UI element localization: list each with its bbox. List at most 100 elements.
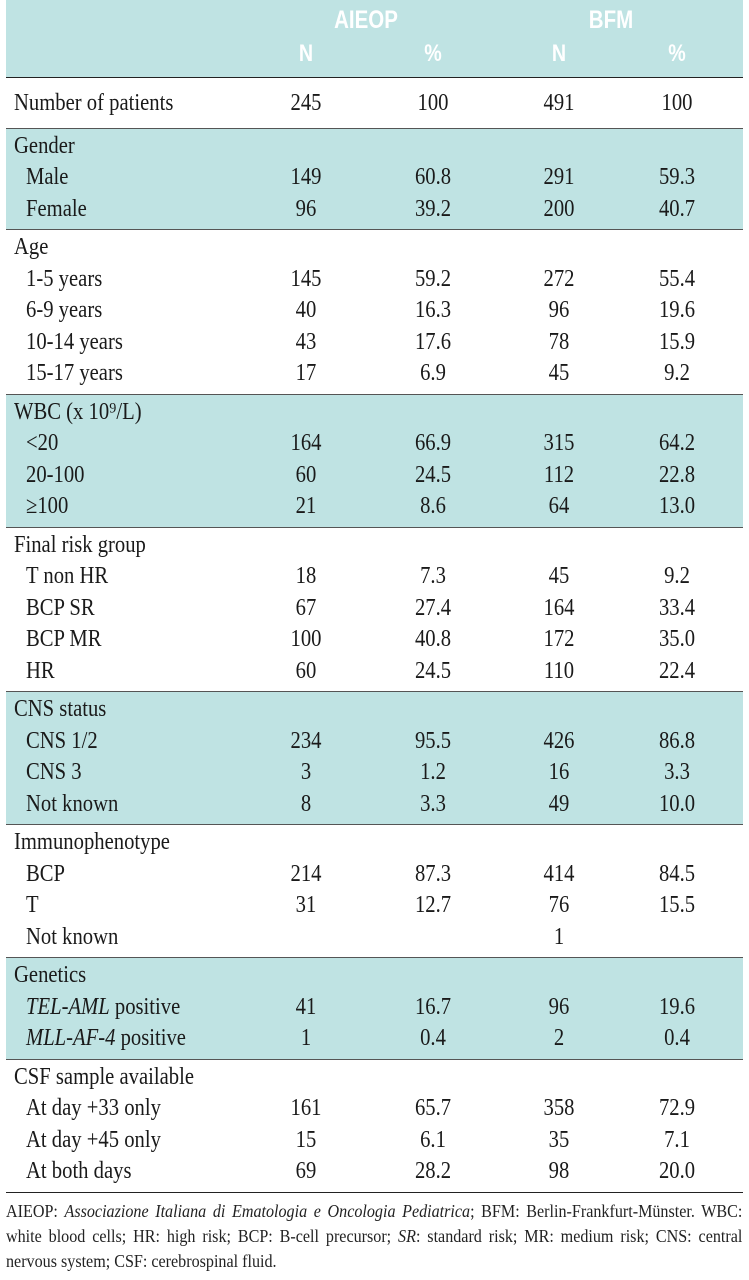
- section-title: CNS status: [14, 696, 107, 722]
- cell-bfm-pct: 9.2: [664, 360, 690, 386]
- row-label: 15-17 years: [26, 360, 123, 386]
- table-row: At both days 69 28.2 98 20.0: [6, 1156, 743, 1188]
- row-label-text: positive: [109, 993, 181, 1020]
- cell-aieop-pct: 0.4: [420, 1025, 446, 1051]
- row-label: Not known: [26, 790, 119, 817]
- cell-bfm-n: 110: [543, 657, 575, 684]
- footnote-part: : standard risk; MR: medium risk; CNS: c…: [6, 1226, 743, 1271]
- table-row: T 31 12.7 76 15.5: [6, 890, 743, 922]
- cell-aieop-n: 161: [290, 1095, 322, 1121]
- cell-aieop-pct: 24.5: [414, 461, 452, 488]
- cell-aieop-n: 96: [295, 195, 317, 222]
- table-footnote: AIEOP: Associazione Italiana di Ematolog…: [6, 1199, 743, 1274]
- section-title-row: Final risk group: [6, 530, 743, 562]
- cell-bfm-n: 112: [543, 461, 575, 488]
- table-row: BCP MR 100 40.8 172 35.0: [6, 624, 743, 656]
- col-header-aieop-pct: %: [424, 40, 442, 67]
- section-title-row: WBC (x 10⁹/L): [6, 397, 743, 429]
- cell-bfm-pct: 86.8: [658, 727, 696, 754]
- cell-bfm-n: 272: [543, 265, 575, 292]
- cell-bfm-n: 491: [543, 90, 575, 116]
- cell-aieop-n: 21: [295, 493, 317, 519]
- cell-aieop-pct: 3.3: [420, 790, 446, 817]
- cell-bfm-pct: 3.3: [664, 759, 690, 785]
- table-row: At day +33 only 161 65.7 358 72.9: [6, 1093, 743, 1125]
- cell-aieop-n: 31: [295, 892, 317, 918]
- section-title: Genetics: [14, 962, 87, 988]
- cell-bfm-pct: 22.8: [658, 461, 696, 488]
- cell-bfm-pct: 19.6: [658, 993, 696, 1020]
- table-row: 1-5 years 145 59.2 272 55.4: [6, 264, 743, 296]
- cell-aieop-n: 43: [295, 328, 317, 355]
- cell-aieop-pct: 60.8: [414, 164, 452, 190]
- row-label: CNS 3: [26, 759, 82, 785]
- table-row: MLL-AF-4 positive 1 0.4 2 0.4: [6, 1023, 743, 1055]
- table-section: Gender Male 149 60.8 291 59.3 Female 96 39.2 200 4…: [6, 128, 743, 230]
- table-row: BCP SR 67 27.4 164 33.4: [6, 593, 743, 625]
- cell-bfm-pct: 15.9: [658, 328, 696, 355]
- row-label: ≥100: [26, 493, 69, 519]
- cell-bfm-n: 64: [548, 493, 570, 519]
- row-label-text: positive: [115, 1025, 186, 1051]
- row-label: BCP MR: [26, 626, 102, 652]
- cell-aieop-n: 60: [295, 461, 317, 488]
- table-row: Not known 1: [6, 922, 743, 954]
- col-header-bfm-n: N: [551, 40, 567, 67]
- cell-aieop-n: 245: [290, 90, 322, 116]
- section-title: CSF sample available: [14, 1063, 194, 1090]
- table-section: CNS status CNS 1/2 234 95.5 426 86.8 CNS 3 3 1.2…: [6, 692, 743, 825]
- cell-bfm-n: 315: [543, 430, 575, 456]
- table-row: 15-17 years 17 6.9 45 9.2: [6, 358, 743, 390]
- cell-bfm-pct: 64.2: [658, 430, 696, 456]
- cell-aieop-pct: 59.2: [414, 265, 452, 292]
- row-label: BCP SR: [26, 594, 95, 621]
- cell-bfm-n: 200: [543, 195, 575, 222]
- cell-bfm-pct: 7.1: [664, 1126, 690, 1153]
- cell-aieop-n: 15: [295, 1126, 317, 1153]
- cell-aieop-n: 3: [300, 759, 312, 785]
- cell-aieop-n: 149: [290, 164, 322, 190]
- row-label: 10-14 years: [26, 328, 123, 355]
- cell-aieop-n: 67: [295, 594, 317, 621]
- row-label: MLL-AF-4 positive: [26, 1023, 186, 1055]
- cell-bfm-pct: 84.5: [658, 860, 696, 887]
- cell-bfm-n: 164: [543, 594, 575, 621]
- cell-bfm-pct: 100: [661, 90, 693, 116]
- row-label: Not known: [26, 923, 119, 950]
- cell-bfm-pct: 40.7: [658, 195, 696, 222]
- table-row: ≥100 21 8.6 64 13.0: [6, 491, 743, 523]
- cell-aieop-n: 40: [295, 297, 317, 323]
- table-row: 6-9 years 40 16.3 96 19.6: [6, 295, 743, 327]
- table-row: 20-100 60 24.5 112 22.8: [6, 460, 743, 492]
- cell-aieop-pct: 66.9: [414, 430, 452, 456]
- cell-bfm-pct: 9.2: [664, 563, 690, 589]
- cell-aieop-n: 214: [290, 860, 322, 887]
- col-header-bfm-pct: %: [668, 40, 686, 67]
- cell-aieop-pct: 6.9: [420, 360, 446, 386]
- cell-bfm-n: 358: [543, 1095, 575, 1121]
- footnote-italic: Associazione Italiana di Ematologia e On…: [64, 1201, 471, 1221]
- cell-bfm-pct: 33.4: [658, 594, 696, 621]
- section-title: Gender: [14, 132, 75, 159]
- cell-aieop-pct: 65.7: [414, 1095, 452, 1121]
- table-row: <20 164 66.9 315 64.2: [6, 428, 743, 460]
- table-section: Genetics TEL-AML positive 41 16.7 96 19.6 MLL-…: [6, 958, 743, 1060]
- group-header-aieop: AIEOP: [334, 6, 398, 34]
- cell-aieop-n: 8: [300, 790, 312, 817]
- cell-bfm-pct: 72.9: [658, 1095, 696, 1121]
- cell-aieop-pct: 39.2: [414, 195, 452, 222]
- cell-aieop-n: 17: [295, 360, 317, 386]
- cell-aieop-n: 100: [290, 626, 322, 652]
- table-row: CNS 3 3 1.2 16 3.3: [6, 757, 743, 789]
- cell-aieop-pct: 17.6: [414, 328, 452, 355]
- row-label: T: [26, 892, 39, 918]
- cell-bfm-n: 98: [548, 1158, 570, 1184]
- cell-bfm-pct: 35.0: [658, 626, 696, 652]
- row-label-italic: MLL-AF-4: [26, 1025, 116, 1051]
- section-title-row: Immunophenotype: [6, 827, 743, 859]
- table-row: CNS 1/2 234 95.5 426 86.8: [6, 726, 743, 758]
- table-row: At day +45 only 15 6.1 35 7.1: [6, 1125, 743, 1157]
- cell-aieop-pct: 6.1: [420, 1126, 446, 1153]
- cell-bfm-pct: 59.3: [658, 164, 696, 190]
- table-section: Final risk group T non HR 18 7.3 45 9.2 BCP SR…: [6, 528, 743, 692]
